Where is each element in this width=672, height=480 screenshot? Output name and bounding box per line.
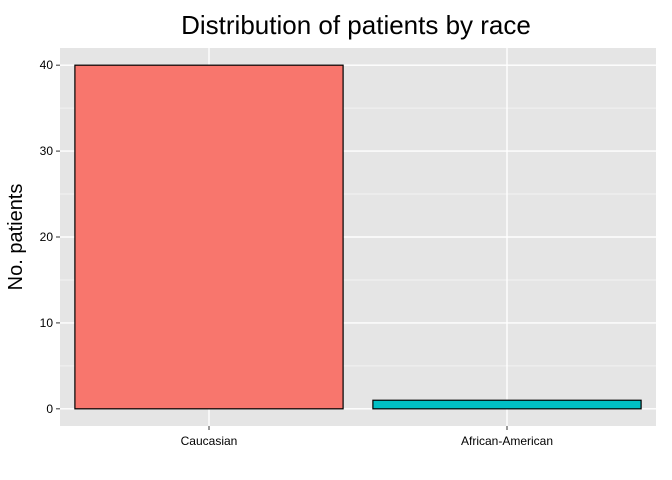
x-tick-label: Caucasian [181,434,238,448]
y-axis: 0 10 20 30 40 [40,58,60,416]
y-tick-label: 30 [40,144,54,158]
y-tick-label: 20 [40,230,54,244]
y-tick-label: 0 [46,402,53,416]
bars [74,64,642,410]
x-axis: Caucasian African-American [181,426,553,448]
bar-caucasian [74,64,344,410]
x-tick-label: African-American [461,434,553,448]
y-tick-label: 40 [40,58,54,72]
bar-african-american [372,399,642,410]
y-axis-title: No. patients [5,184,27,291]
chart-title: Distribution of patients by race [181,10,531,40]
y-tick-label: 10 [40,316,54,330]
